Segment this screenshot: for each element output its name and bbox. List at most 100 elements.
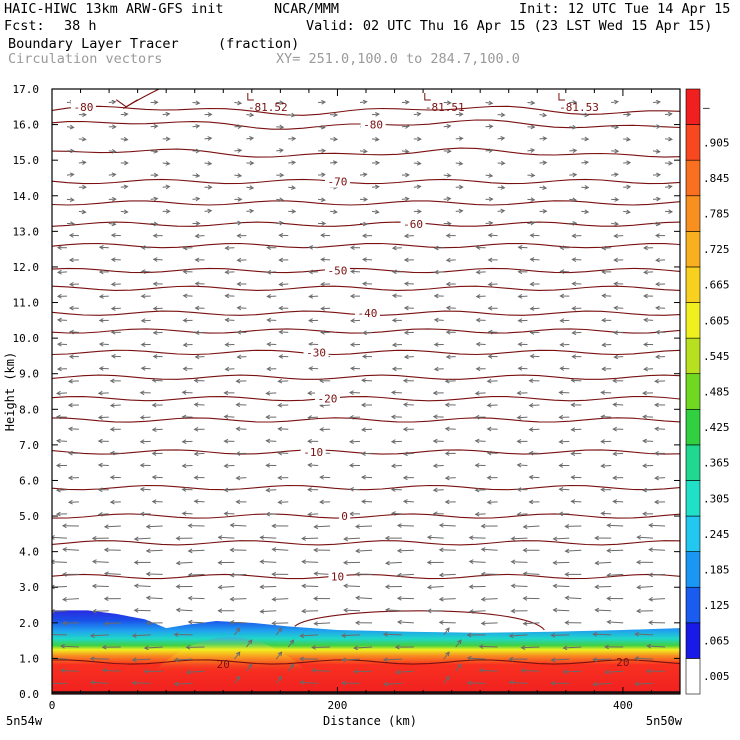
- circulation-vector-head: [109, 450, 115, 456]
- circulation-vector-head: [103, 621, 109, 626]
- circulation-vector-head: [475, 269, 481, 275]
- circulation-vector-head: [612, 426, 617, 432]
- circulation-vector: [485, 174, 493, 177]
- circulation-vector-head: [59, 668, 65, 674]
- circulation-vector-head: [307, 438, 312, 444]
- circulation-vector: [320, 404, 331, 407]
- left-endpoint-label: 5n54w: [6, 714, 43, 728]
- circulation-vector-head: [444, 475, 450, 481]
- circulation-vector-head: [612, 451, 618, 457]
- isotherm-label: -30: [306, 346, 326, 359]
- circulation-vector-head: [361, 354, 367, 359]
- circulation-vector-head: [488, 196, 494, 202]
- circulation-vector-head: [403, 281, 409, 287]
- circulation-vector-head: [361, 233, 367, 239]
- circulation-vector-head: [613, 305, 619, 311]
- x-tick-label: 0: [49, 699, 56, 712]
- y-tick-label: 10.0: [13, 332, 40, 345]
- circulation-vector: [539, 114, 547, 116]
- circulation-vector-head: [530, 124, 536, 130]
- circulation-vector: [279, 331, 289, 333]
- circulation-vector-head: [517, 269, 523, 275]
- circulation-vector-head: [265, 511, 271, 517]
- isotherm-label: -60: [403, 218, 423, 231]
- circulation-vector-head: [313, 571, 319, 577]
- circulation-vector: [52, 536, 67, 539]
- circulation-vector-head: [68, 305, 74, 311]
- forecast-hours: 38 h: [64, 18, 97, 34]
- circulation-vector-head: [320, 233, 326, 238]
- circulation-vector: [487, 452, 498, 454]
- circulation-vector-head: [70, 221, 75, 227]
- circulation-vector-head: [656, 124, 662, 129]
- circulation-vector-head: [516, 462, 522, 468]
- circulation-vector-head: [522, 571, 528, 577]
- circulation-vector-head: [636, 535, 642, 540]
- circulation-vector: [68, 428, 79, 430]
- circulation-vector-head: [320, 197, 326, 203]
- circulation-vector: [104, 525, 121, 528]
- circulation-vector-head: [636, 608, 641, 614]
- circulation-vector-head: [642, 390, 647, 396]
- circulation-vector-head: [530, 172, 536, 178]
- circulation-vector-head: [396, 619, 402, 625]
- circulation-vector-head: [89, 680, 95, 685]
- circulation-vector: [98, 464, 109, 467]
- circulation-vector-head: [224, 366, 230, 372]
- circulation-vector-head: [416, 184, 422, 190]
- circulation-vector: [192, 174, 200, 177]
- circulation-vector: [509, 681, 528, 684]
- circulation-vector-head: [321, 172, 326, 178]
- circulation-vector-head: [612, 475, 618, 481]
- circulation-vector-head: [444, 426, 450, 432]
- circulation-vector-head: [648, 547, 653, 553]
- circulation-vector: [246, 114, 254, 116]
- circulation-vector-head: [194, 305, 200, 311]
- circulation-vector-head: [594, 607, 600, 613]
- circulation-vector: [635, 682, 654, 685]
- circulation-vector-head: [486, 450, 492, 456]
- circulation-vector-head: [217, 584, 223, 590]
- circulation-vector-head: [606, 596, 611, 601]
- circulation-vector-head: [153, 221, 159, 227]
- colorbar-label: .665: [703, 279, 730, 292]
- circulation-vector: [350, 440, 361, 443]
- valid-time: Valid: 02 UTC Thu 16 Apr 15 (23 LST Wed …: [306, 18, 713, 34]
- circulation-vector: [445, 428, 456, 430]
- circulation-vector-head: [55, 511, 61, 517]
- circulation-vector-head: [237, 196, 243, 202]
- colorbar-label: .485: [703, 386, 730, 399]
- circulation-vector-head: [181, 487, 187, 492]
- circulation-vector-head: [247, 639, 253, 645]
- circulation-vector-head: [643, 317, 648, 323]
- circulation-vector-head: [600, 487, 605, 493]
- vectors-label: Circulation vectors: [8, 51, 163, 67]
- circulation-vector: [176, 609, 193, 612]
- circulation-vector-head: [139, 390, 145, 396]
- circulation-vector: [523, 622, 540, 625]
- circulation-vector-head: [446, 148, 452, 154]
- model-title: HAIC-HIWC 13km ARW-GFS init: [4, 1, 224, 17]
- circulation-vector-head: [390, 414, 396, 420]
- circulation-vector: [60, 670, 79, 672]
- circulation-vector-head: [642, 438, 647, 444]
- circulation-vector-head: [600, 390, 606, 395]
- circulation-vector-head: [207, 208, 213, 214]
- circulation-vector-head: [384, 607, 390, 613]
- circulation-vector: [204, 162, 212, 165]
- isotherm-label: -80: [73, 101, 93, 114]
- circulation-vector: [396, 670, 414, 673]
- circulation-vector-head: [299, 633, 305, 639]
- circulation-vector-head: [193, 426, 199, 432]
- circulation-vector: [192, 125, 200, 128]
- circulation-vector: [605, 670, 624, 673]
- isotherm-label: 20: [217, 658, 230, 671]
- circulation-vector: [539, 186, 547, 189]
- circulation-vector-head: [193, 378, 199, 383]
- circulation-vector: [141, 319, 151, 322]
- isotherm-contour: [52, 540, 680, 546]
- isotherm-contour: [52, 396, 680, 402]
- circulation-vector: [246, 639, 253, 648]
- y-tick-label: 1.0: [19, 652, 39, 665]
- circulation-vector: [593, 633, 612, 636]
